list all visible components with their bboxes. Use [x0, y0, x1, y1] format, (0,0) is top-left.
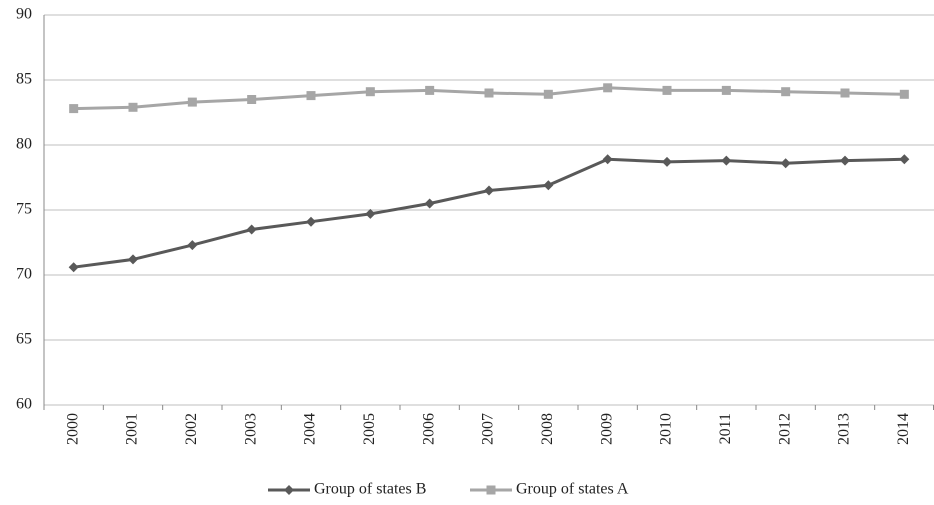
- x-tick-label: 2001: [124, 413, 141, 445]
- marker: [187, 240, 198, 251]
- series-line: [73, 157, 905, 269]
- x-tick-label: 2004: [302, 413, 319, 445]
- marker: [425, 85, 435, 95]
- marker: [899, 154, 910, 165]
- marker: [840, 155, 850, 166]
- marker: [68, 262, 79, 273]
- x-tick-label: 2009: [598, 413, 615, 445]
- marker: [899, 89, 909, 99]
- marker: [306, 91, 316, 101]
- x-tick-label: 2003: [242, 413, 259, 445]
- marker: [69, 104, 79, 114]
- legend-label: Group of states B: [314, 481, 426, 498]
- x-tick-label: 2010: [658, 413, 675, 445]
- x-tick-label: 2014: [895, 413, 912, 445]
- marker: [365, 87, 375, 97]
- y-tick-label: 80: [16, 136, 32, 153]
- marker: [602, 154, 613, 165]
- marker: [543, 89, 553, 99]
- x-tick-label: 2002: [183, 413, 200, 445]
- marker: [780, 158, 791, 169]
- marker: [484, 88, 494, 98]
- marker: [662, 156, 672, 167]
- marker: [840, 88, 850, 98]
- marker: [781, 87, 791, 97]
- marker: [484, 185, 494, 196]
- marker: [187, 97, 197, 107]
- x-tick-label: 2007: [480, 413, 497, 445]
- marker: [247, 95, 257, 104]
- marker: [721, 155, 732, 166]
- y-tick-label: 85: [16, 71, 32, 88]
- x-tick-label: 2012: [776, 413, 793, 445]
- y-tick-label: 75: [16, 201, 32, 218]
- y-tick-label: 70: [16, 266, 32, 283]
- marker: [721, 85, 731, 95]
- marker: [365, 208, 376, 219]
- y-tick-label: 65: [16, 331, 32, 348]
- marker: [284, 485, 294, 495]
- x-tick-label: 2013: [836, 413, 853, 445]
- x-tick-label: 2006: [420, 413, 437, 445]
- x-tick-label: 2005: [361, 413, 378, 445]
- marker: [662, 85, 672, 95]
- marker: [246, 224, 257, 235]
- marker: [128, 102, 138, 112]
- marker: [543, 180, 554, 191]
- y-tick-label: 60: [16, 396, 32, 413]
- marker: [424, 198, 435, 209]
- x-tick-label: 2011: [717, 413, 734, 444]
- marker: [128, 254, 138, 265]
- x-tick-label: 2008: [539, 413, 556, 445]
- marker: [603, 83, 613, 93]
- legend-label: Group of states A: [516, 481, 629, 498]
- marker: [306, 216, 316, 227]
- x-tick-label: 2000: [64, 413, 81, 445]
- y-tick-label: 90: [16, 6, 32, 23]
- marker: [486, 485, 496, 495]
